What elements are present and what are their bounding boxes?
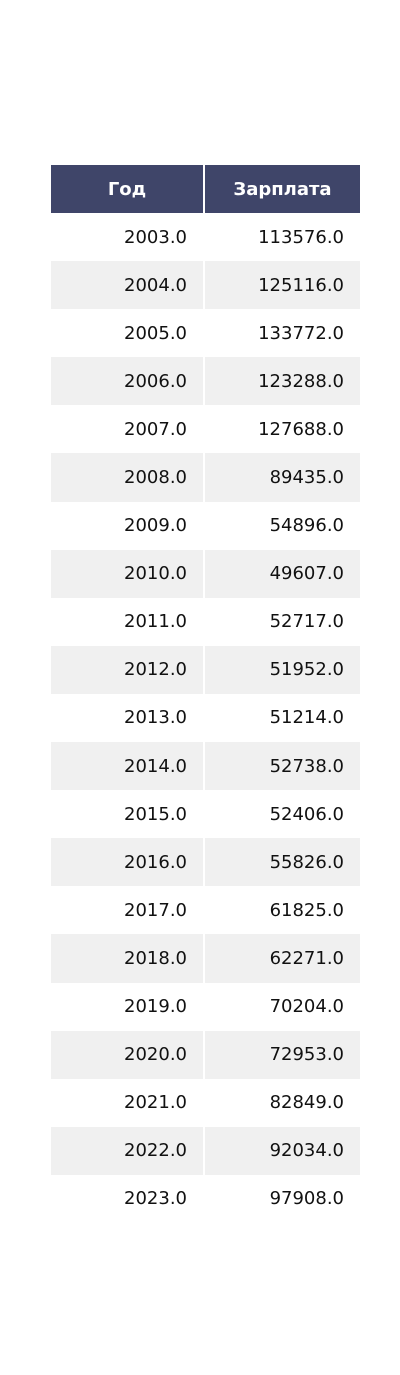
- table-row: 2005.0 133772.0: [51, 309, 360, 358]
- table-row: 2003.0 113576.0: [51, 213, 360, 262]
- cell-salary: 92034.0: [205, 1126, 360, 1175]
- cell-year: 2013.0: [51, 693, 205, 743]
- cell-salary: 52406.0: [205, 790, 360, 839]
- cell-year: 2022.0: [51, 1126, 205, 1175]
- cell-year: 2009.0: [51, 501, 205, 550]
- table-row: 2004.0 125116.0: [51, 261, 360, 310]
- cell-salary: 133772.0: [205, 309, 360, 358]
- cell-salary: 113576.0: [205, 213, 360, 262]
- cell-year: 2016.0: [51, 838, 205, 887]
- table-row: 2009.0 54896.0: [51, 501, 360, 550]
- table-row: 2016.0 55826.0: [51, 838, 360, 887]
- cell-year: 2023.0: [51, 1174, 205, 1223]
- cell-salary: 52738.0: [205, 742, 360, 791]
- cell-salary: 54896.0: [205, 501, 360, 550]
- cell-salary: 61825.0: [205, 886, 360, 935]
- table-row: 2010.0 49607.0: [51, 549, 360, 598]
- table-row: 2015.0 52406.0: [51, 790, 360, 839]
- cell-year: 2004.0: [51, 261, 205, 310]
- cell-year: 2012.0: [51, 645, 205, 694]
- table-row: 2021.0 82849.0: [51, 1078, 360, 1127]
- table-row: 2022.0 92034.0: [51, 1126, 360, 1175]
- cell-salary: 55826.0: [205, 838, 360, 887]
- table-row: 2019.0 70204.0: [51, 982, 360, 1031]
- cell-year: 2015.0: [51, 790, 205, 839]
- salary-table: Год Зарплата 2003.0 113576.0 2004.0 125116.…: [51, 165, 360, 1223]
- cell-salary: 51952.0: [205, 645, 360, 694]
- cell-salary: 82849.0: [205, 1078, 360, 1127]
- table-row: 2023.0 97908.0: [51, 1174, 360, 1223]
- cell-year: 2018.0: [51, 934, 205, 983]
- cell-year: 2021.0: [51, 1078, 205, 1127]
- table-row: 2012.0 51952.0: [51, 645, 360, 694]
- cell-salary: 123288.0: [205, 357, 360, 406]
- cell-year: 2019.0: [51, 982, 205, 1031]
- table-row: 2006.0 123288.0: [51, 357, 360, 406]
- table-row: 2018.0 62271.0: [51, 934, 360, 983]
- cell-salary: 51214.0: [205, 693, 360, 743]
- cell-year: 2020.0: [51, 1030, 205, 1079]
- cell-salary: 97908.0: [205, 1174, 360, 1223]
- cell-salary: 52717.0: [205, 597, 360, 646]
- cell-year: 2006.0: [51, 357, 205, 406]
- cell-year: 2017.0: [51, 886, 205, 935]
- table-row: 2017.0 61825.0: [51, 886, 360, 935]
- table-row: 2008.0 89435.0: [51, 453, 360, 502]
- cell-year: 2005.0: [51, 309, 205, 358]
- cell-salary: 89435.0: [205, 453, 360, 502]
- cell-salary: 49607.0: [205, 549, 360, 598]
- table-header-row: Год Зарплата: [51, 165, 360, 213]
- table-row: 2014.0 52738.0: [51, 742, 360, 791]
- cell-year: 2010.0: [51, 549, 205, 598]
- table-row: 2007.0 127688.0: [51, 405, 360, 454]
- cell-year: 2008.0: [51, 453, 205, 502]
- table-row: 2013.0 51214.0: [51, 693, 360, 743]
- cell-year: 2014.0: [51, 742, 205, 791]
- column-header-year: Год: [51, 165, 205, 213]
- cell-salary: 127688.0: [205, 405, 360, 454]
- cell-salary: 72953.0: [205, 1030, 360, 1079]
- table-row: 2020.0 72953.0: [51, 1030, 360, 1079]
- table-row: 2011.0 52717.0: [51, 597, 360, 646]
- cell-salary: 125116.0: [205, 261, 360, 310]
- cell-year: 2011.0: [51, 597, 205, 646]
- cell-salary: 70204.0: [205, 982, 360, 1031]
- table-body: 2003.0 113576.0 2004.0 125116.0 2005.0 133772…: [51, 213, 360, 1223]
- cell-salary: 62271.0: [205, 934, 360, 983]
- cell-year: 2003.0: [51, 213, 205, 262]
- column-header-salary: Зарплата: [205, 165, 360, 213]
- cell-year: 2007.0: [51, 405, 205, 454]
